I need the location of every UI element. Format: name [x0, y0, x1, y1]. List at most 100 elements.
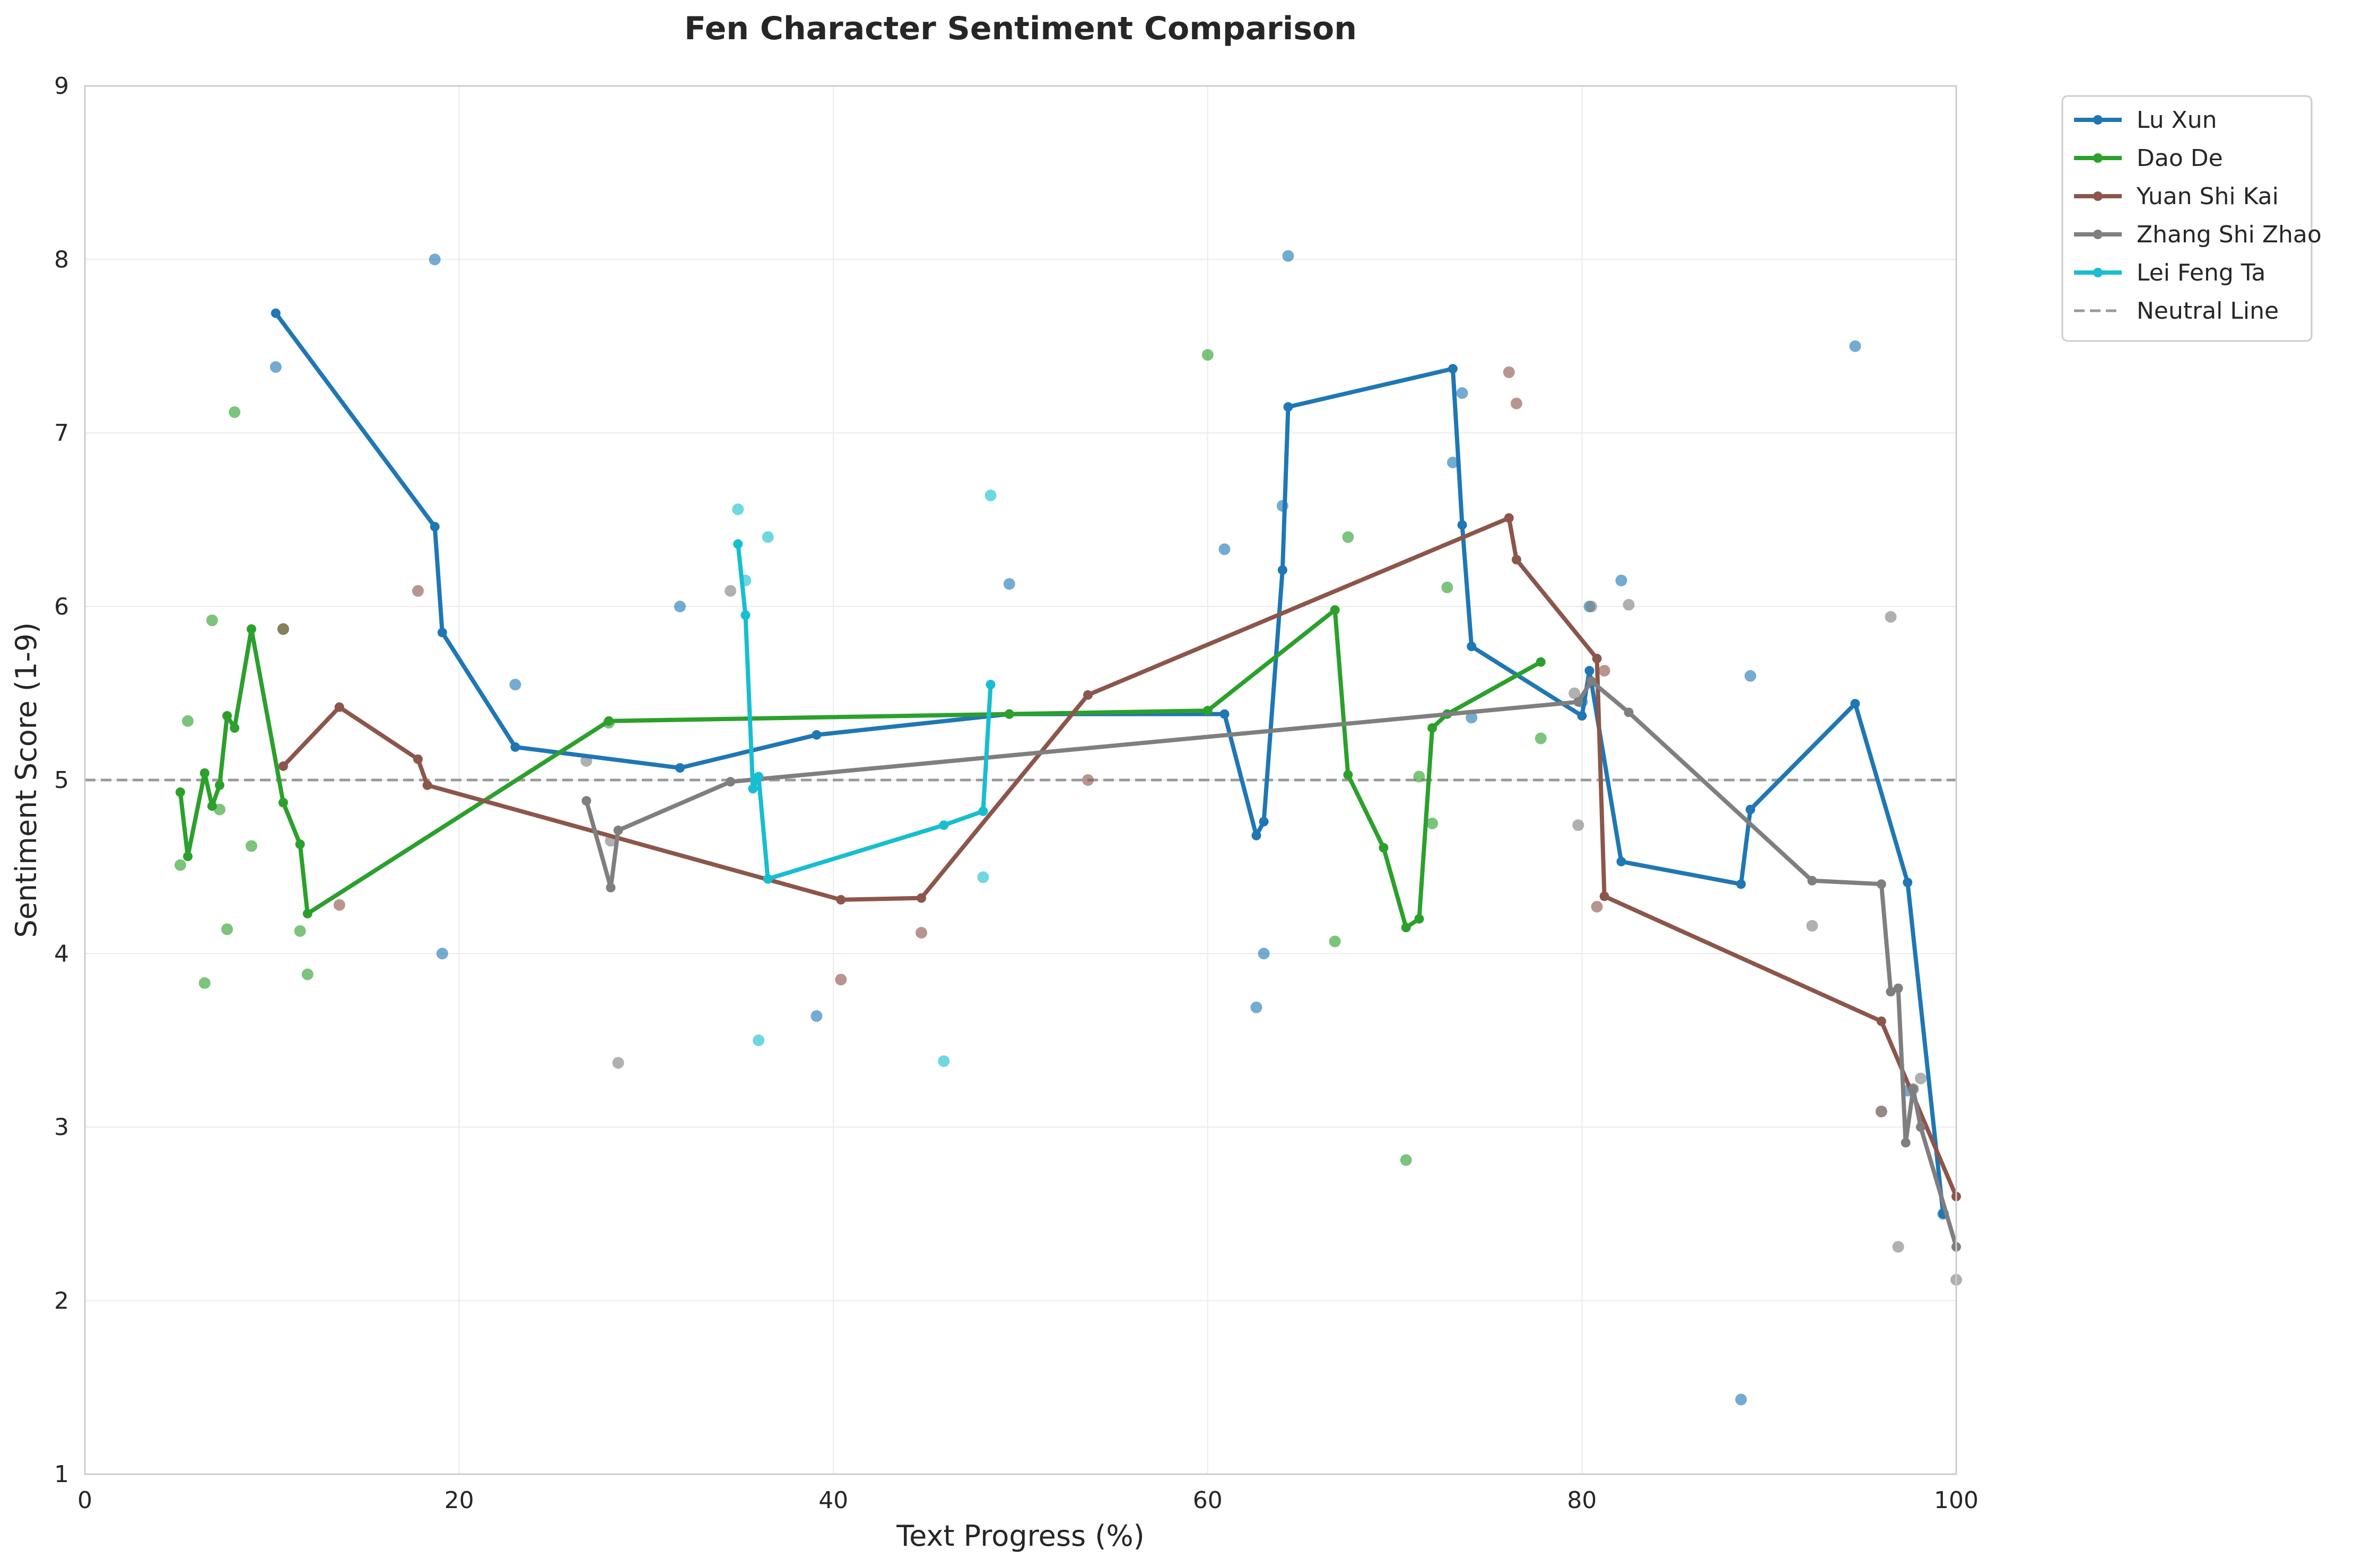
- series-marker: [1401, 923, 1411, 933]
- scatter-point: [1885, 611, 1897, 623]
- scatter-point: [1591, 900, 1603, 913]
- series-marker: [1915, 1122, 1925, 1132]
- scatter-point: [1615, 574, 1627, 586]
- series-marker: [1457, 520, 1467, 530]
- series-line: [178, 608, 1543, 930]
- series-marker: [278, 761, 288, 771]
- scatter-point: [206, 614, 218, 626]
- scatter-point: [221, 923, 233, 935]
- series-marker: [207, 801, 217, 811]
- y-axis-label: Sentiment Score (1-9): [10, 622, 43, 938]
- series-marker: [430, 522, 440, 532]
- series-marker: [183, 851, 193, 861]
- scatter-point: [1342, 531, 1354, 543]
- tick-labels: 0 20 40 60 80 100 1 2 3 4 5 6 7 8 9: [54, 73, 1978, 1514]
- scatter-point: [1003, 578, 1015, 590]
- legend-label: Neutral Line: [2137, 297, 2279, 325]
- series-marker: [1448, 364, 1458, 374]
- series-marker: [1343, 770, 1353, 780]
- series-marker: [748, 784, 758, 794]
- scatter-point: [436, 948, 448, 960]
- series-marker: [1908, 1084, 1918, 1094]
- y-tick-label: 4: [54, 940, 69, 967]
- x-tick-label: 80: [1567, 1487, 1597, 1514]
- series-marker: [1886, 987, 1896, 997]
- legend-marker: [2093, 153, 2103, 163]
- legend-label: Yuan Shi Kai: [2136, 183, 2279, 210]
- series-marker: [437, 627, 447, 637]
- legend-marker: [2093, 115, 2103, 125]
- x-tick-label: 40: [818, 1487, 848, 1514]
- scatter-point: [429, 253, 441, 266]
- series-marker: [1807, 875, 1817, 886]
- scatter-point: [269, 361, 282, 373]
- series-marker: [1592, 653, 1602, 663]
- series-marker: [422, 780, 432, 790]
- series-marker: [1901, 1137, 1911, 1147]
- scatter-point: [1218, 543, 1231, 555]
- y-tick-label: 7: [54, 420, 69, 447]
- scatter-point: [1466, 712, 1478, 724]
- series-marker: [295, 839, 305, 849]
- series-marker: [510, 742, 520, 752]
- y-tick-label: 3: [54, 1114, 69, 1141]
- x-tick-label: 100: [1934, 1487, 1978, 1514]
- scatter-point: [294, 925, 306, 937]
- series-marker: [733, 539, 743, 549]
- series-marker: [1379, 843, 1389, 853]
- series-marker: [1736, 879, 1746, 889]
- y-tick-label: 5: [54, 767, 69, 794]
- scatter-point: [1735, 1394, 1747, 1406]
- series-marker: [917, 893, 927, 903]
- scatter-point: [182, 715, 194, 727]
- series-marker: [230, 723, 240, 733]
- x-tick-label: 20: [444, 1487, 474, 1514]
- legend-box: [2061, 95, 2313, 342]
- series-marker: [754, 772, 764, 782]
- series-marker: [1283, 402, 1293, 412]
- chart-title: Fen Character Sentiment Comparison: [684, 10, 1357, 47]
- series-marker: [302, 908, 312, 918]
- x-tick-label: 60: [1193, 1487, 1223, 1514]
- scatter-point: [1250, 1001, 1262, 1013]
- series-marker: [1624, 707, 1634, 717]
- scatter-point: [174, 859, 186, 871]
- legend-label: Zhang Shi Zhao: [2137, 221, 2322, 248]
- scatter-point: [277, 623, 289, 635]
- legend-marker: [2093, 230, 2103, 239]
- legend-marker: [2093, 268, 2103, 277]
- scatter-point: [916, 926, 928, 939]
- scatter-point: [725, 585, 737, 597]
- scatter-point: [612, 1057, 624, 1069]
- series-marker: [1536, 657, 1546, 667]
- scatter-point: [1441, 581, 1453, 593]
- scatter-point: [1535, 732, 1547, 744]
- series-marker: [413, 754, 423, 764]
- scatter-point: [1282, 250, 1294, 262]
- scatter-point: [1585, 600, 1598, 612]
- scatter-point: [1082, 774, 1094, 786]
- series-marker: [1277, 565, 1287, 575]
- scatter-point: [1258, 948, 1270, 960]
- series-marker: [278, 798, 288, 808]
- scatter-point: [977, 871, 989, 883]
- series-marker: [1004, 709, 1014, 719]
- series-marker: [581, 796, 591, 806]
- series-marker: [836, 895, 846, 905]
- series-marker: [334, 702, 344, 712]
- series-lines: [175, 308, 1961, 1252]
- y-tick-label: 1: [54, 1461, 69, 1488]
- scatter-point: [835, 974, 847, 986]
- series-marker: [199, 768, 210, 778]
- series-marker: [1577, 711, 1587, 721]
- scatter-point: [1426, 817, 1439, 829]
- series-marker: [1599, 891, 1609, 901]
- series-marker: [1219, 709, 1230, 719]
- scatter-point: [1568, 687, 1581, 699]
- scatter-point: [1446, 457, 1459, 469]
- series-marker: [222, 711, 232, 721]
- scatter-point: [1849, 340, 1861, 352]
- series-marker: [1504, 513, 1514, 523]
- series-marker: [606, 882, 616, 892]
